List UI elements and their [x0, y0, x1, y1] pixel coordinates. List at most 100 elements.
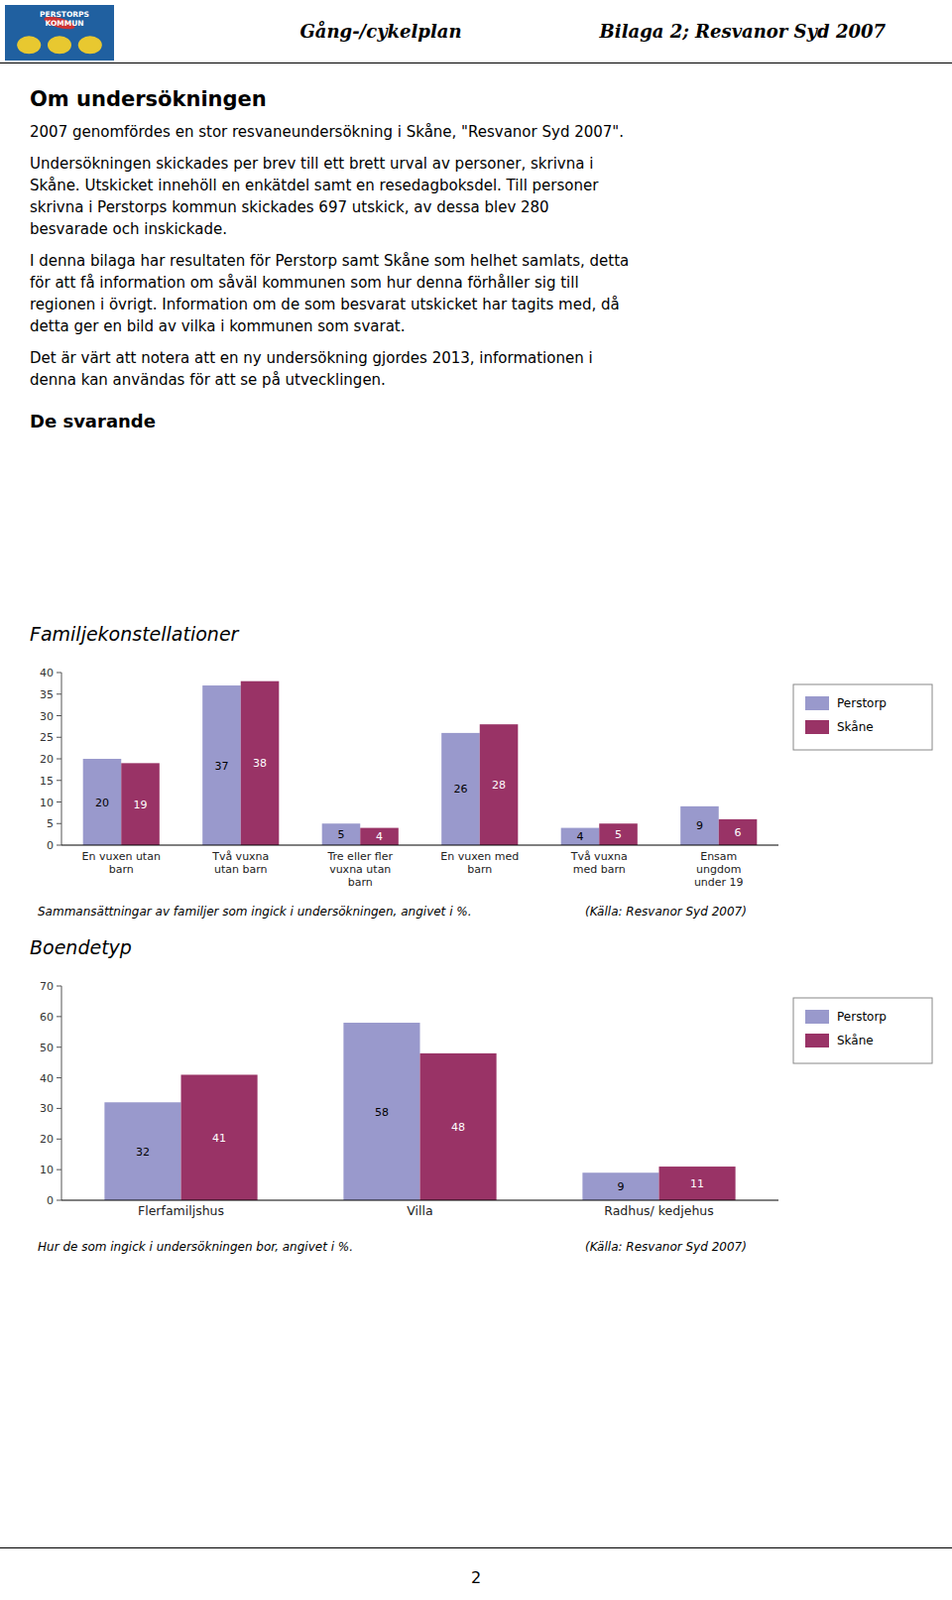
- x-axis: [61, 844, 779, 846]
- bar: [680, 806, 719, 845]
- paragraph-line: Det är värt att notera att en ny undersö…: [29, 347, 594, 369]
- bar: [598, 823, 638, 845]
- x-tick-label: Två vuxnautan barn: [211, 849, 269, 876]
- data-label: 9: [616, 1180, 624, 1193]
- data-label: 5: [614, 828, 622, 841]
- x-tick-label-line: ungdom: [696, 862, 741, 876]
- x-tick-label-line: Tre eller fler: [326, 849, 393, 863]
- bar: [83, 758, 122, 845]
- bar: [659, 1166, 736, 1200]
- y-tick: [56, 1107, 62, 1109]
- bar: [322, 823, 361, 845]
- legend-box: [793, 684, 933, 750]
- logo-text: KOMMUN: [44, 18, 84, 28]
- x-tick-label: Flerfamiljshus: [137, 1202, 225, 1218]
- y-tick: [56, 779, 62, 781]
- page-number: 2: [471, 1567, 481, 1587]
- section-title: De svarande: [29, 410, 156, 432]
- data-labels: 32589414811: [135, 1105, 705, 1194]
- y-tick: [56, 736, 62, 738]
- x-axis: [61, 1199, 779, 1201]
- data-label: 38: [252, 756, 267, 770]
- chart-caption: Sammansättningar av familjer som ingick …: [37, 904, 473, 919]
- bar: [202, 685, 241, 845]
- y-tick-label: 30: [39, 1101, 54, 1115]
- legend-swatch: [805, 1033, 830, 1048]
- x-tick-label-line: vuxna utan: [329, 862, 391, 876]
- paragraph-line: Undersökningen skickades per brev till e…: [29, 152, 594, 175]
- y-tick-label: 25: [39, 730, 54, 744]
- legend-swatch: [805, 719, 830, 734]
- x-tick-label-line: Villa: [406, 1202, 433, 1218]
- y-tick-label: 60: [39, 1010, 54, 1024]
- paragraph-line: för att få information om såväl kommunen…: [29, 271, 580, 294]
- bar: [479, 723, 519, 845]
- bar: [240, 681, 280, 845]
- y-tick-label: 20: [39, 752, 54, 766]
- logo-text: PERSTORPS: [39, 9, 90, 19]
- y-tick-label: 5: [46, 817, 54, 831]
- y-tick-label: 35: [39, 688, 54, 702]
- bar: [441, 732, 480, 845]
- y-tick-label: 10: [39, 796, 54, 810]
- y-tick-label: 0: [46, 838, 54, 852]
- y-tick: [56, 1076, 62, 1078]
- x-tick-label-line: Radhus/ kedjehus: [603, 1202, 714, 1218]
- header-left: Gång-/cykelplan: [299, 20, 462, 42]
- x-tick-label-line: barn: [109, 862, 134, 876]
- x-tick-label: En vuxen utanbarn: [82, 849, 161, 876]
- y-axis: [61, 985, 63, 1200]
- paragraph-line: regionen i övrigt. Information om de som…: [29, 293, 620, 316]
- x-tick-label-line: under 19: [694, 875, 744, 889]
- legend-box: [793, 997, 933, 1064]
- y-tick-label: 50: [39, 1041, 54, 1055]
- x-tick-label-line: med barn: [573, 862, 626, 876]
- data-label: 41: [212, 1131, 227, 1145]
- x-tick-label-line: utan barn: [214, 862, 268, 876]
- chart-title: Familjekonstellationer: [29, 622, 238, 645]
- y-tick: [56, 1015, 62, 1017]
- x-tick-label-line: Flerfamiljshus: [137, 1202, 225, 1218]
- chart-source: (Källa: Resvanor Syd 2007): [585, 904, 747, 919]
- data-label: 37: [214, 759, 229, 773]
- x-tick-label-line: Två vuxna: [211, 849, 269, 863]
- x-tick-label-line: barn: [348, 875, 373, 889]
- logo-leaf: [78, 35, 103, 54]
- legend-swatch: [805, 1009, 830, 1024]
- y-tick: [56, 672, 62, 674]
- paragraph-line: 2007 genomfördes en stor resvaneundersök…: [29, 120, 624, 143]
- y-tick-label: 10: [39, 1163, 54, 1177]
- data-label: 28: [491, 778, 506, 792]
- paragraph-line: skrivna i Perstorps kommun skickades 697…: [29, 196, 550, 219]
- data-label: 20: [95, 796, 110, 810]
- bar: [582, 1172, 659, 1200]
- x-tick-label: Villa: [406, 1202, 433, 1218]
- y-tick: [56, 823, 62, 825]
- y-tick: [56, 1046, 62, 1048]
- chart-title: Boendetyp: [29, 936, 132, 958]
- bar: [343, 1022, 420, 1200]
- y-tick-label: 15: [39, 774, 54, 788]
- y-tick: [56, 801, 62, 803]
- chart-source: (Källa: Resvanor Syd 2007): [585, 1239, 747, 1254]
- x-tick-label: Radhus/ kedjehus: [603, 1202, 714, 1218]
- data-label: 9: [696, 819, 704, 833]
- data-label: 5: [337, 828, 345, 841]
- x-tick-label-line: Två vuxna: [570, 849, 628, 863]
- undefined: Bilaga 2; Resvanor Syd 2007: [599, 20, 886, 42]
- logo-leaf: [16, 35, 41, 54]
- legend-label: Skåne: [836, 1033, 874, 1048]
- paragraph-line: besvarade och inskickade.: [29, 218, 228, 240]
- x-tick-label: Tre eller flervuxna utanbarn: [326, 849, 393, 889]
- y-tick-label: 20: [39, 1132, 54, 1146]
- paragraph-line: denna kan användas för att se på utveckl…: [29, 368, 386, 391]
- y-tick-label: 70: [39, 979, 54, 993]
- header-rule: [0, 62, 952, 64]
- chart-caption: Hur de som ingick i undersökningen bor, …: [37, 1239, 354, 1254]
- logo: PERSTORPSKOMMUN: [4, 4, 115, 61]
- x-tick-label-line: barn: [467, 862, 492, 876]
- paragraph-line: detta ger en bild av vilka i kommunen so…: [29, 315, 406, 338]
- y-tick: [56, 758, 62, 760]
- logo-box: [4, 4, 115, 61]
- x-tick-label: Ensamungdomunder 19: [694, 849, 744, 889]
